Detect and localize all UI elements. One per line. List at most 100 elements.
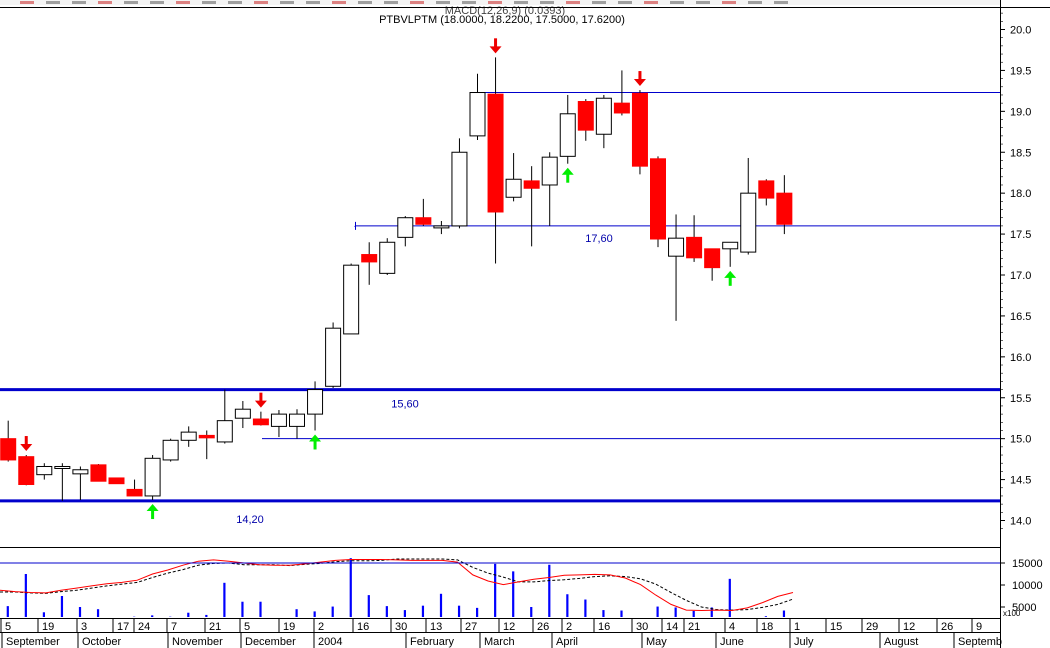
candle (704, 248, 721, 281)
candle (523, 166, 540, 247)
candle (180, 426, 197, 447)
candle-body (433, 225, 450, 229)
candle (650, 156, 666, 248)
legend-strip-swatch (228, 1, 242, 4)
arrow-shaft (313, 440, 317, 450)
candle-body (668, 237, 685, 257)
legend-strip-swatch (124, 1, 138, 4)
volume-bar (313, 611, 316, 617)
date-axis: 5 19 3 17 24 7 21 5 19 2 16 30 13 27 12 26 2 16 30 14 21 4 18 1… (0, 619, 1002, 648)
legend-strip-swatch (540, 1, 554, 4)
volume-bar (439, 593, 443, 617)
candle-body (289, 413, 305, 427)
level-label: 17,60 (585, 233, 613, 245)
level-label: 14,20 (236, 514, 264, 526)
candle-body (686, 236, 703, 259)
volume-bar (187, 612, 190, 617)
volume-tick-label: 5000 (1012, 602, 1036, 614)
candle (487, 57, 504, 264)
candle-body (18, 456, 35, 485)
arrow-head (724, 270, 737, 278)
candle-body (613, 102, 630, 114)
date-day-label: 29 (866, 621, 878, 633)
date-day-label: 27 (465, 621, 477, 633)
arrow-shaft (638, 71, 642, 81)
date-day-label: 30 (636, 621, 648, 633)
candle (270, 410, 287, 438)
volume-bar (710, 607, 713, 617)
buy-arrow (309, 434, 322, 450)
candle (216, 389, 233, 444)
legend-strip-swatch (488, 1, 502, 4)
date-day-label: 5 (5, 621, 11, 633)
candle (577, 99, 594, 141)
arrow-shaft (566, 173, 570, 183)
volume-bar (151, 615, 154, 617)
legend-strip-swatch (358, 1, 372, 4)
legend-strip-swatch (254, 1, 268, 4)
date-month-label: November (172, 636, 223, 648)
candle (198, 430, 215, 460)
date-month-label: September (6, 636, 60, 648)
candle-body (54, 465, 71, 469)
legend-strip-swatch (280, 1, 294, 4)
sell-arrow (254, 392, 267, 408)
legend-strip-swatch (696, 1, 710, 4)
candle-body (650, 158, 666, 240)
candle-body (559, 113, 576, 157)
candle-body (487, 93, 504, 213)
candle (595, 94, 612, 149)
price-tick-label: 15.5 (1010, 393, 1031, 405)
date-day-label: 21 (688, 621, 700, 633)
date-day-label: 17 (117, 621, 129, 633)
candle (613, 70, 630, 116)
volume-bar (548, 564, 551, 617)
legend-strip-swatch (722, 1, 736, 4)
volume-bar (764, 616, 767, 617)
volume-axis: 5000 10000 15000 x100 (1000, 558, 1043, 618)
candle (361, 242, 378, 285)
legend-strip-swatch (436, 1, 450, 4)
chart-title: PTBVLPTM (18.0000, 18.2200, 17.5000, 17.… (379, 14, 625, 26)
date-month-label: April (556, 636, 578, 648)
legend-strip-swatch (644, 1, 658, 4)
volume-bar (223, 582, 226, 617)
volume-bar (331, 606, 334, 617)
candle-body (505, 178, 522, 198)
candle-body (343, 264, 360, 335)
candle-body (180, 431, 197, 441)
date-day-label: 24 (138, 621, 150, 633)
top-legend-strip (0, 0, 1000, 5)
candle (144, 455, 161, 501)
sell-arrow (489, 38, 502, 54)
volume-unit-label: x100 (1003, 609, 1021, 618)
volume-bar (6, 606, 9, 617)
legend-strip-swatch (72, 1, 86, 4)
legend-strip-swatch (306, 1, 320, 4)
candle (252, 411, 269, 426)
buy-arrow (146, 504, 159, 520)
legend-strip-swatch (384, 1, 398, 4)
candlesticks (0, 57, 793, 501)
candle-body (379, 241, 396, 274)
candle-body (469, 92, 486, 137)
legend-strip-swatch (150, 1, 164, 4)
date-day-label: 12 (903, 621, 915, 633)
candle (740, 157, 757, 255)
volume-bar (259, 601, 262, 617)
legend-strip-swatch (592, 1, 606, 4)
price-tick-label: 19.0 (1010, 106, 1031, 118)
volume-bar (60, 596, 64, 617)
volume-bar (241, 601, 244, 617)
date-day-label: 12 (503, 621, 515, 633)
date-day-label: 21 (209, 621, 221, 633)
level-label: 15,60 (391, 399, 419, 411)
legend-strip-swatch (748, 1, 762, 4)
volume-bar (692, 610, 695, 617)
candle (54, 463, 71, 501)
candle (162, 438, 179, 462)
candle-body (126, 488, 143, 497)
date-day-label: 9 (976, 621, 982, 633)
